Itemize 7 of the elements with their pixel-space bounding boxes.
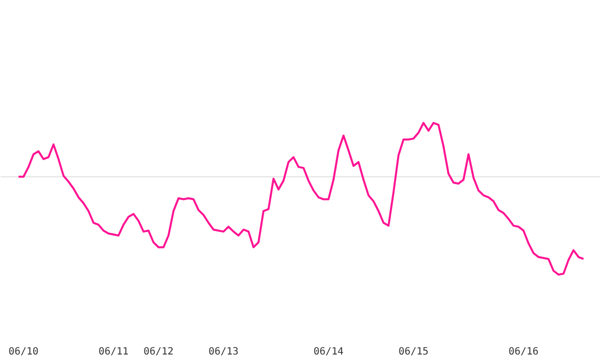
x-tick-label: 06/12 (143, 346, 174, 358)
x-tick-label: 06/11 (98, 346, 129, 358)
x-tick-label: 06/14 (313, 346, 344, 358)
x-tick-label: 06/16 (508, 346, 539, 358)
x-tick-label: 06/15 (398, 346, 429, 358)
x-tick-label: 06/13 (208, 346, 239, 358)
x-tick-label: 06/10 (8, 346, 39, 358)
